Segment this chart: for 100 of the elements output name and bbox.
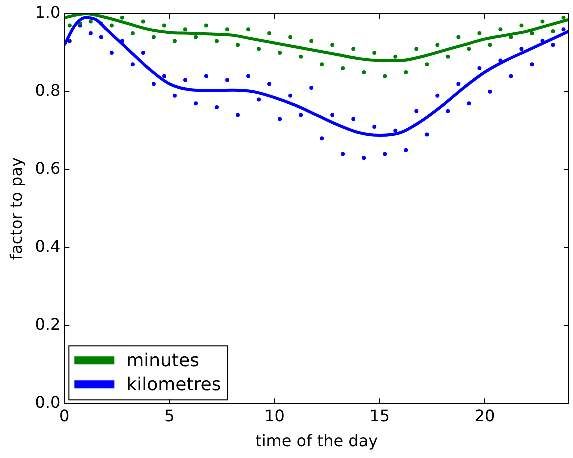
point xyxy=(404,70,408,74)
point xyxy=(268,82,272,86)
point xyxy=(446,109,450,114)
point xyxy=(530,62,534,67)
point xyxy=(152,35,156,40)
point xyxy=(257,98,262,102)
y-tick-label: 0.2 xyxy=(35,314,61,334)
point xyxy=(520,47,524,52)
point xyxy=(152,82,156,86)
point xyxy=(383,152,388,156)
point xyxy=(257,47,262,52)
point xyxy=(530,31,534,36)
point xyxy=(394,128,398,133)
point xyxy=(498,28,503,32)
point xyxy=(130,31,135,36)
point xyxy=(352,117,356,122)
point xyxy=(446,54,450,59)
point xyxy=(110,24,114,28)
point xyxy=(162,24,166,28)
x-tick-label: 0 xyxy=(60,406,70,426)
point xyxy=(194,102,198,106)
point xyxy=(509,35,514,40)
point xyxy=(488,43,492,48)
point xyxy=(404,148,408,152)
point xyxy=(68,24,72,28)
point xyxy=(436,94,440,98)
point xyxy=(436,43,440,48)
x-tick-label: 5 xyxy=(164,406,175,426)
line-series xyxy=(64,14,569,62)
point xyxy=(288,35,293,40)
point xyxy=(88,31,93,36)
point xyxy=(478,31,482,36)
point xyxy=(320,136,324,141)
y-tick-label: 0.0 xyxy=(35,392,61,412)
point xyxy=(246,28,251,32)
point xyxy=(540,20,545,24)
y-tick-label: 1.0 xyxy=(35,3,61,22)
point xyxy=(226,28,230,32)
y-tick-label: 0.4 xyxy=(35,236,61,256)
point xyxy=(414,47,419,52)
point xyxy=(551,43,556,48)
point xyxy=(310,39,314,44)
y-tick-label: 0.8 xyxy=(35,81,61,100)
point xyxy=(394,54,398,59)
x-axis-title: time of the day xyxy=(256,432,378,451)
point xyxy=(478,66,482,71)
point xyxy=(226,78,230,82)
y-axis-title: factor to pay xyxy=(6,158,26,260)
point xyxy=(551,30,556,34)
point xyxy=(99,35,104,40)
point xyxy=(372,50,377,55)
point xyxy=(362,156,366,160)
point xyxy=(341,66,346,71)
point xyxy=(194,35,198,40)
point xyxy=(299,113,304,118)
point xyxy=(162,74,166,78)
point xyxy=(562,28,566,32)
point xyxy=(183,28,188,32)
x-tick-label: 15 xyxy=(370,406,390,426)
point xyxy=(414,109,419,114)
legend-label: kilometres xyxy=(126,374,222,396)
point xyxy=(183,78,188,82)
point xyxy=(110,50,114,55)
point xyxy=(320,62,324,67)
point xyxy=(236,43,240,48)
point xyxy=(215,106,220,110)
point xyxy=(278,50,282,55)
point xyxy=(562,16,566,20)
point xyxy=(204,24,208,28)
point xyxy=(488,90,492,94)
y-tick-label: 0.6 xyxy=(35,158,61,178)
point xyxy=(352,47,356,52)
point xyxy=(456,35,461,40)
point xyxy=(141,20,146,24)
point xyxy=(236,113,240,118)
point xyxy=(372,124,377,129)
point xyxy=(88,20,93,24)
point xyxy=(130,62,135,67)
point xyxy=(215,39,220,44)
x-tick-label: 20 xyxy=(474,406,496,426)
point xyxy=(141,50,146,55)
point xyxy=(204,74,208,78)
point xyxy=(362,70,366,74)
point xyxy=(341,152,346,156)
point xyxy=(383,74,388,78)
point xyxy=(278,117,282,122)
point xyxy=(509,74,514,78)
legend-label: minutes xyxy=(126,350,200,372)
point xyxy=(120,16,124,20)
point xyxy=(467,102,472,106)
line-series xyxy=(64,16,569,138)
point xyxy=(268,31,272,36)
point xyxy=(68,39,72,44)
point xyxy=(425,62,430,67)
point xyxy=(520,24,524,28)
point xyxy=(425,132,430,137)
point xyxy=(310,86,314,90)
point xyxy=(299,54,304,59)
point xyxy=(330,113,335,118)
point xyxy=(456,82,461,86)
